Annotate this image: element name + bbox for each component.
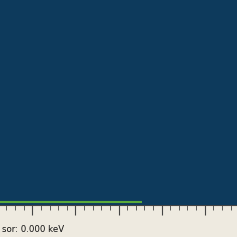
Text: sor: 0.000 keV: sor: 0.000 keV: [2, 225, 64, 234]
